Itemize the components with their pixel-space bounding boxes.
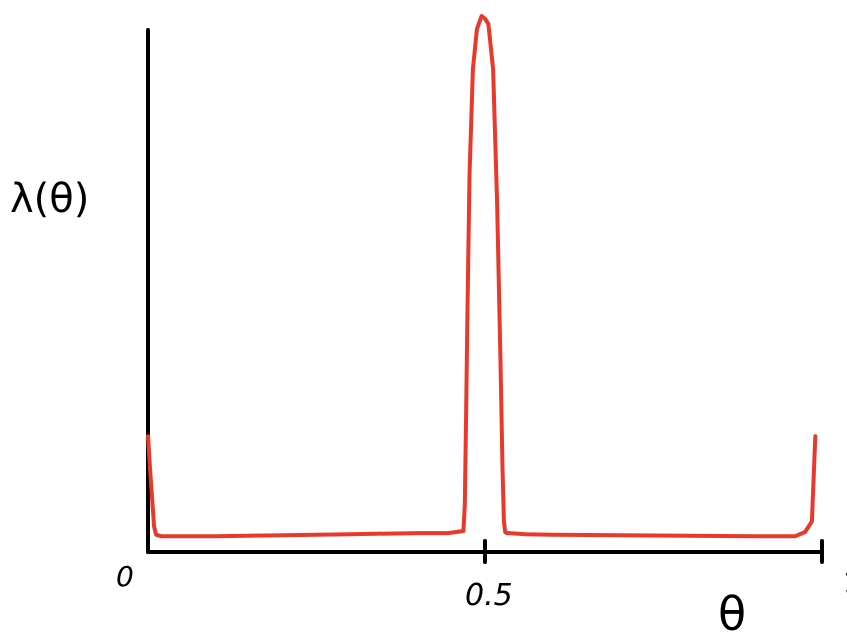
x-tick-label: 0.5 — [465, 578, 513, 613]
x-tick-label: 1 — [843, 566, 847, 599]
origin-label: 0 — [116, 560, 134, 593]
series-line — [146, 14, 818, 539]
x-axis-label: θ — [718, 587, 746, 635]
y-axis-label: λ(θ) — [10, 176, 89, 222]
